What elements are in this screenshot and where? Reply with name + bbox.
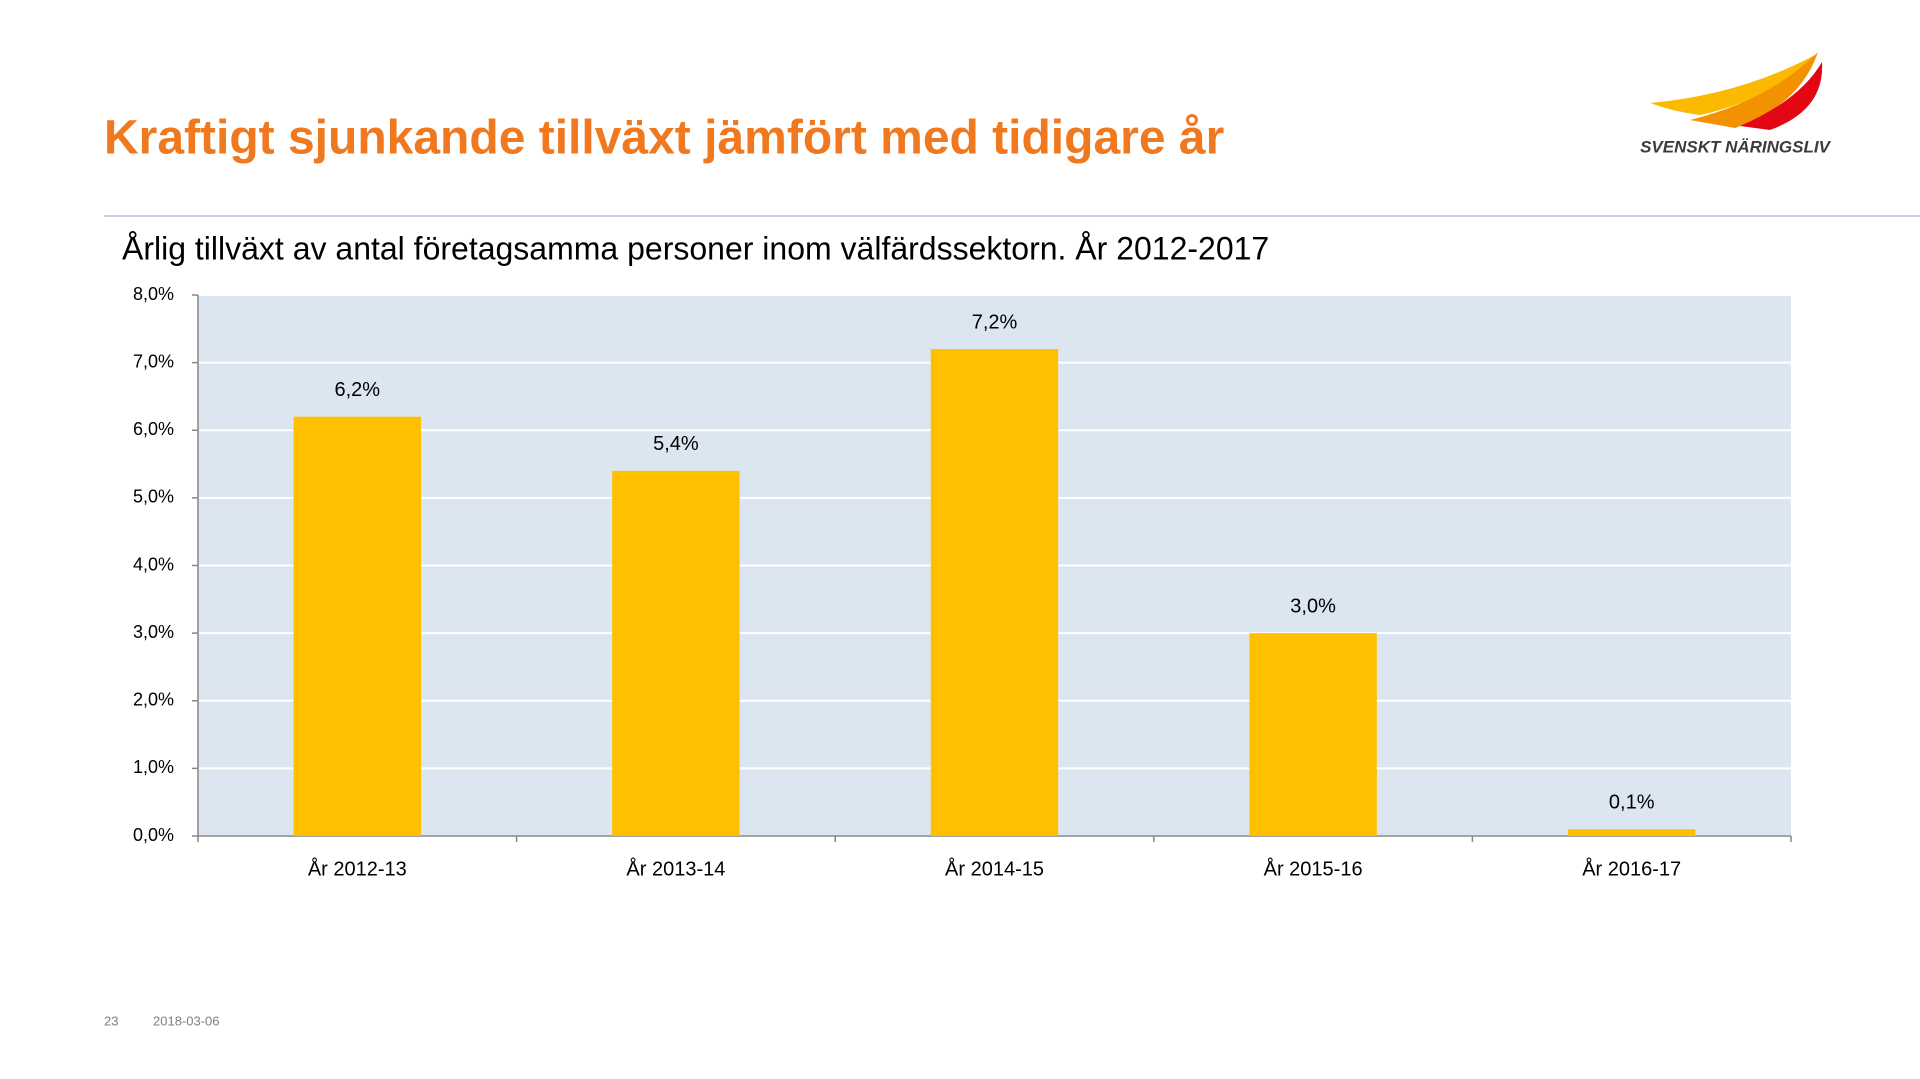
logo-wing xyxy=(1650,55,1815,115)
data-label: 0,1% xyxy=(1609,792,1655,814)
y-tick-label: 2,0% xyxy=(133,690,174,710)
y-tick-label: 0,0% xyxy=(133,825,174,845)
data-label: 6,2% xyxy=(335,379,381,401)
bar xyxy=(1567,829,1696,836)
date: 2018-03-06 xyxy=(153,1013,220,1028)
y-tick-label: 5,0% xyxy=(133,487,174,507)
x-tick-label: År 2013-14 xyxy=(626,857,725,880)
logo-text: SVENSKT NÄRINGSLIV xyxy=(1640,137,1832,156)
data-label: 3,0% xyxy=(1290,595,1336,617)
x-tick-label: År 2012-13 xyxy=(308,857,407,880)
chart-title: Årlig tillväxt av antal företagsamma per… xyxy=(122,230,1269,266)
data-label: 5,4% xyxy=(653,433,699,455)
bar xyxy=(612,470,740,836)
page-number: 23 xyxy=(104,1013,118,1028)
y-tick-label: 7,0% xyxy=(133,351,174,371)
bar xyxy=(1249,633,1377,836)
y-tick-label: 3,0% xyxy=(133,622,174,642)
bar xyxy=(293,416,422,836)
y-tick-label: 8,0% xyxy=(133,284,174,304)
x-tick-label: År 2016-17 xyxy=(1582,857,1681,880)
data-label: 7,2% xyxy=(972,311,1018,333)
logo: SVENSKT NÄRINGSLIV xyxy=(1640,52,1832,156)
logo-wing xyxy=(1740,62,1823,130)
logo-wing xyxy=(1690,52,1818,128)
slide-title: Kraftigt sjunkande tillväxt jämfört med … xyxy=(104,112,1224,165)
y-tick-label: 1,0% xyxy=(133,757,174,777)
bar xyxy=(930,349,1059,836)
y-tick-label: 6,0% xyxy=(133,419,174,439)
y-tick-label: 4,0% xyxy=(133,554,174,574)
x-tick-label: År 2015-16 xyxy=(1264,857,1363,880)
x-tick-label: År 2014-15 xyxy=(945,857,1044,880)
